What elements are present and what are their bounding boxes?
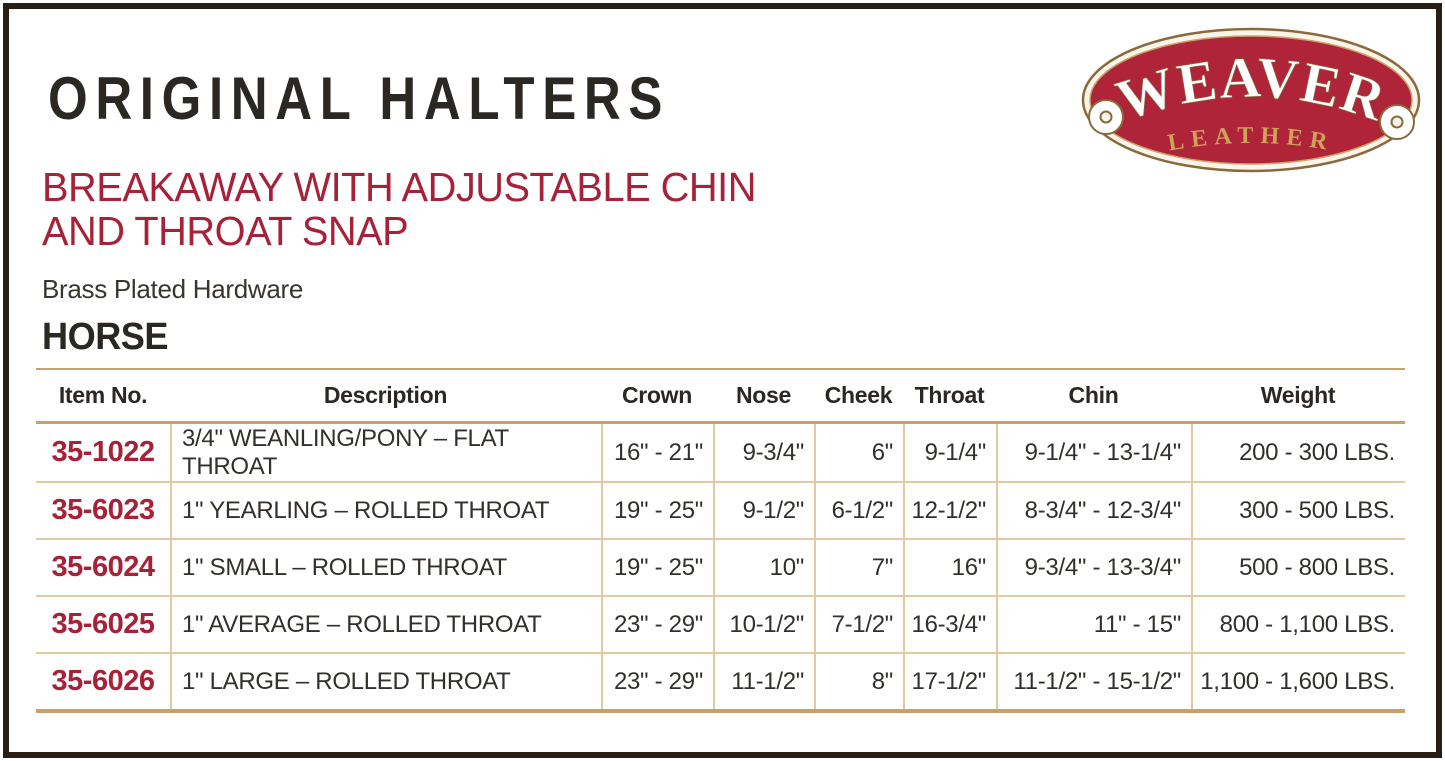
item-no-cell: 35-6026 xyxy=(51,665,155,697)
weight-cell: 200 - 300 LBS. xyxy=(1191,424,1405,481)
cheek-cell: 6" xyxy=(814,424,903,481)
cheek-cell: 8" xyxy=(814,654,903,709)
size-table: Item No. Description Crown Nose Cheek Th… xyxy=(36,368,1405,713)
item-no-cell: 35-1022 xyxy=(51,436,155,468)
chin-cell: 11-1/2" - 15-1/2" xyxy=(996,654,1191,709)
section-heading-horse: HORSE xyxy=(42,316,169,358)
logo-red-oval xyxy=(1089,35,1413,165)
col-header-chin: Chin xyxy=(1068,382,1119,408)
logo-right-curl-icon xyxy=(1379,104,1415,140)
weight-cell: 500 - 800 LBS. xyxy=(1191,540,1405,595)
crown-cell: 23" - 29" xyxy=(601,597,713,652)
throat-cell: 17-1/2" xyxy=(903,654,996,709)
crown-cell: 23" - 29" xyxy=(601,654,713,709)
chin-cell: 11" - 15" xyxy=(996,597,1191,652)
cheek-cell: 6-1/2" xyxy=(814,483,903,538)
description-cell: 1" AVERAGE – ROLLED THROAT xyxy=(170,597,601,652)
chin-cell: 9-3/4" - 13-3/4" xyxy=(996,540,1191,595)
description-cell: 1" SMALL – ROLLED THROAT xyxy=(170,540,601,595)
col-header-nose: Nose xyxy=(735,382,792,408)
col-header-throat: Throat xyxy=(914,382,985,408)
description-cell: 3/4" WEANLING/PONY – FLAT THROAT xyxy=(170,424,601,481)
nose-cell: 9-3/4" xyxy=(713,424,814,481)
weaver-leather-logo: WEAVER LEATHER xyxy=(1081,27,1421,173)
item-no-cell: 35-6023 xyxy=(51,494,155,526)
cheek-cell: 7-1/2" xyxy=(814,597,903,652)
description-cell: 1" LARGE – ROLLED THROAT xyxy=(170,654,601,709)
cheek-cell: 7" xyxy=(814,540,903,595)
product-subtitle: BREAKAWAY WITH ADJUSTABLE CHIN AND THROA… xyxy=(42,165,756,253)
weight-cell: 1,100 - 1,600 LBS. xyxy=(1191,654,1405,709)
table-header-row: Item No. Description Crown Nose Cheek Th… xyxy=(36,370,1405,424)
subtitle-line-2: AND THROAT SNAP xyxy=(42,208,409,254)
table-row: 35-6024 1" SMALL – ROLLED THROAT 19" - 2… xyxy=(36,538,1405,595)
nose-cell: 9-1/2" xyxy=(713,483,814,538)
weight-cell: 800 - 1,100 LBS. xyxy=(1191,597,1405,652)
throat-cell: 16" xyxy=(903,540,996,595)
hardware-note: Brass Plated Hardware xyxy=(42,274,304,304)
chin-cell: 9-1/4" - 13-1/4" xyxy=(996,424,1191,481)
table-row: 35-6025 1" AVERAGE – ROLLED THROAT 23" -… xyxy=(36,595,1405,652)
crown-cell: 19" - 25" xyxy=(601,540,713,595)
crown-cell: 19" - 25" xyxy=(601,483,713,538)
throat-cell: 12-1/2" xyxy=(903,483,996,538)
throat-cell: 9-1/4" xyxy=(903,424,996,481)
description-cell: 1" YEARLING – ROLLED THROAT xyxy=(170,483,601,538)
chin-cell: 8-3/4" - 12-3/4" xyxy=(996,483,1191,538)
page-title: ORIGINAL HALTERS xyxy=(48,65,671,132)
col-header-description: Description xyxy=(323,382,448,408)
nose-cell: 10-1/2" xyxy=(713,597,814,652)
crown-cell: 16" - 21" xyxy=(601,424,713,481)
item-no-cell: 35-6025 xyxy=(51,608,155,640)
weight-cell: 300 - 500 LBS. xyxy=(1191,483,1405,538)
table-row: 35-1022 3/4" WEANLING/PONY – FLAT THROAT… xyxy=(36,424,1405,481)
logo-left-curl-icon xyxy=(1088,99,1124,135)
table-row: 35-6023 1" YEARLING – ROLLED THROAT 19" … xyxy=(36,481,1405,538)
nose-cell: 10" xyxy=(713,540,814,595)
col-header-weight: Weight xyxy=(1260,382,1336,408)
nose-cell: 11-1/2" xyxy=(713,654,814,709)
table-row: 35-6026 1" LARGE – ROLLED THROAT 23" - 2… xyxy=(36,652,1405,709)
col-header-cheek: Cheek xyxy=(824,382,893,408)
item-no-cell: 35-6024 xyxy=(51,551,155,583)
col-header-item-no: Item No. xyxy=(58,382,148,408)
subtitle-line-1: BREAKAWAY WITH ADJUSTABLE CHIN xyxy=(42,164,756,210)
col-header-crown: Crown xyxy=(621,382,693,408)
throat-cell: 16-3/4" xyxy=(903,597,996,652)
